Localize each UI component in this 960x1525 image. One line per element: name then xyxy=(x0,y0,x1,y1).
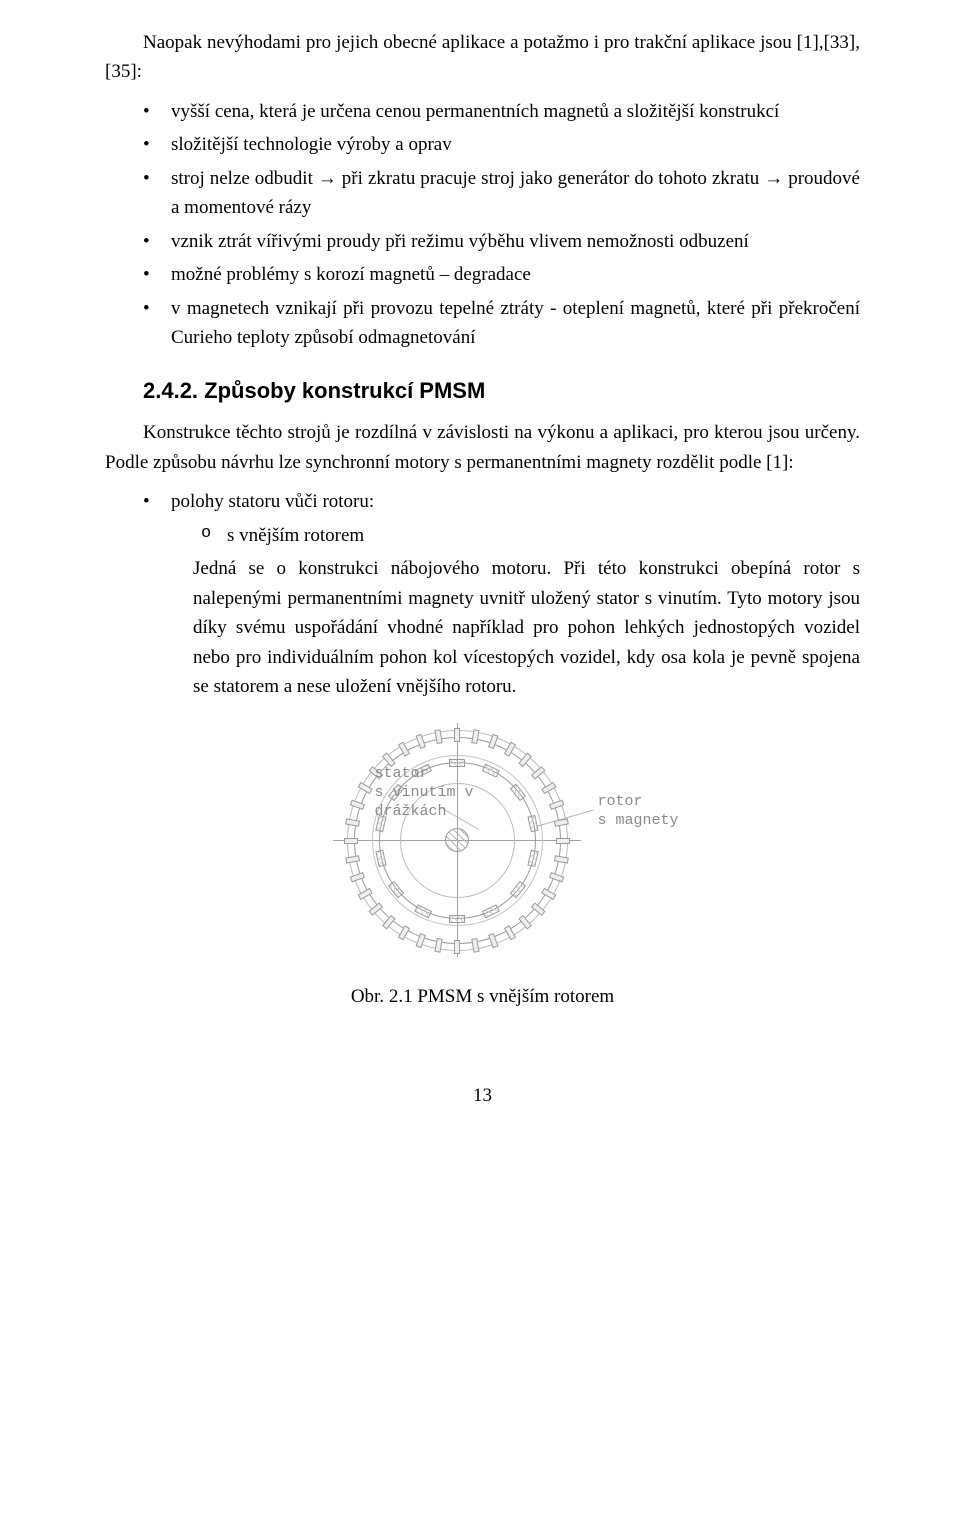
sublist: s vnějším rotorem xyxy=(171,521,860,550)
page-number: 13 xyxy=(105,1081,860,1110)
list-item: vyšší cena, která je určena cenou perman… xyxy=(143,97,860,126)
section-heading: 2.4.2. Způsoby konstrukcí PMSM xyxy=(143,374,860,408)
page: Naopak nevýhodami pro jejich obecné apli… xyxy=(0,0,960,1151)
list-item: stroj nelze odbudit → při zkratu pracuje… xyxy=(143,164,860,223)
construction-list: polohy statoru vůči rotoru: s vnějším ro… xyxy=(105,487,860,701)
disadvantages-list: vyšší cena, která je určena cenou perman… xyxy=(105,97,860,353)
list-item: v magnetech vznikají při provozu tepelné… xyxy=(143,294,860,353)
stator-slot xyxy=(556,838,570,844)
intro-paragraph: Naopak nevýhodami pro jejich obecné apli… xyxy=(105,28,860,87)
figure: stator s vinutím v drážkách rotor s magn… xyxy=(105,723,860,1011)
stator-slot xyxy=(434,938,442,953)
diagram-label-stator: stator s vinutím v drážkách xyxy=(375,765,474,821)
motor-diagram: stator s vinutím v drážkách rotor s magn… xyxy=(253,723,713,958)
sublist-item: s vnějším rotorem xyxy=(201,521,860,550)
rotor-magnet xyxy=(449,915,465,923)
list-item: možné problémy s korozí magnetů – degrad… xyxy=(143,260,860,289)
diagram-label-rotor: rotor s magnety xyxy=(598,793,679,831)
stator-slot xyxy=(454,728,460,742)
list-item: složitější technologie výroby a oprav xyxy=(143,130,860,159)
section-paragraph-1: Konstrukce těchto strojů je rozdílná v z… xyxy=(105,418,860,477)
list-item: polohy statoru vůči rotoru: s vnějším ro… xyxy=(143,487,860,701)
subparagraph: Jedná se o konstrukci nábojového motoru.… xyxy=(193,554,860,701)
stator-slot xyxy=(344,838,358,844)
figure-caption: Obr. 2.1 PMSM s vnějším rotorem xyxy=(105,982,860,1011)
list-item: vznik ztrát vířivými proudy při režimu v… xyxy=(143,227,860,256)
list-item-label: polohy statoru vůči rotoru: xyxy=(171,491,374,512)
hub xyxy=(445,828,469,852)
stator-slot xyxy=(454,940,460,954)
